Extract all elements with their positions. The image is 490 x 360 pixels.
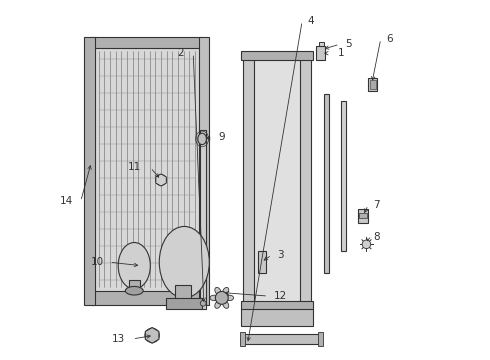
Bar: [242, 334, 320, 344]
Bar: [198, 37, 209, 305]
Text: 9: 9: [218, 132, 225, 142]
Ellipse shape: [145, 328, 159, 342]
Text: 1: 1: [338, 48, 344, 58]
Bar: [368, 78, 377, 91]
Text: 5: 5: [345, 39, 352, 49]
Ellipse shape: [215, 292, 228, 304]
Polygon shape: [146, 328, 159, 343]
Bar: [300, 59, 311, 309]
Polygon shape: [156, 174, 166, 186]
Bar: [242, 51, 313, 60]
Ellipse shape: [222, 287, 229, 295]
Bar: [243, 59, 254, 309]
Bar: [129, 280, 140, 289]
Bar: [241, 332, 245, 346]
Ellipse shape: [362, 240, 371, 249]
Text: 14: 14: [60, 197, 74, 206]
Ellipse shape: [118, 243, 150, 289]
Text: 7: 7: [373, 200, 380, 210]
Bar: [342, 102, 346, 251]
Ellipse shape: [156, 175, 167, 185]
Text: 11: 11: [128, 162, 142, 172]
Text: 13: 13: [112, 334, 125, 344]
Bar: [175, 285, 192, 300]
Text: 12: 12: [273, 291, 287, 301]
Bar: [258, 251, 267, 273]
Polygon shape: [92, 44, 202, 294]
Bar: [359, 213, 367, 217]
Bar: [369, 80, 376, 89]
Ellipse shape: [215, 287, 221, 295]
Bar: [318, 332, 322, 346]
Bar: [252, 59, 302, 309]
Bar: [317, 46, 325, 60]
Ellipse shape: [200, 300, 206, 306]
Bar: [323, 94, 329, 273]
Ellipse shape: [210, 295, 218, 301]
Text: 3: 3: [277, 250, 284, 260]
Bar: [84, 37, 95, 305]
Ellipse shape: [222, 301, 229, 309]
Bar: [200, 130, 206, 309]
Ellipse shape: [226, 295, 234, 301]
Bar: [358, 208, 368, 223]
Bar: [167, 298, 202, 309]
Bar: [92, 37, 202, 48]
Text: 6: 6: [386, 34, 392, 44]
Ellipse shape: [125, 287, 143, 295]
Bar: [242, 301, 313, 310]
Ellipse shape: [198, 133, 206, 145]
Bar: [92, 291, 202, 305]
Text: 2: 2: [178, 48, 184, 58]
Ellipse shape: [159, 226, 209, 298]
Ellipse shape: [215, 301, 221, 309]
Text: 10: 10: [91, 257, 104, 267]
Bar: [319, 42, 324, 55]
Ellipse shape: [319, 50, 325, 57]
Text: 4: 4: [308, 16, 314, 26]
Bar: [242, 309, 313, 327]
Text: 8: 8: [373, 232, 380, 242]
